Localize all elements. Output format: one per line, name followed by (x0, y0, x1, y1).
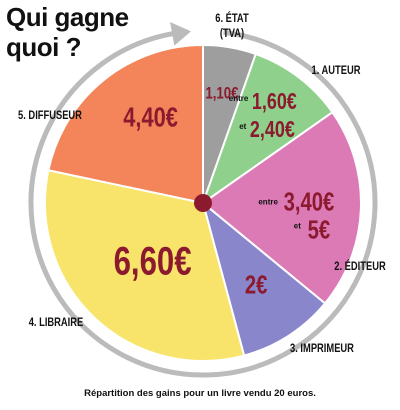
pie-slice-auteur (201, 52, 334, 206)
pie-slices (44, 43, 362, 362)
range-prefix-auteur: entre (229, 94, 249, 103)
range-high-auteur: 2,40€ (250, 117, 295, 143)
category-label-etat: 6. ÉTAT (215, 11, 249, 25)
range-low-auteur: 1,60€ (252, 89, 297, 115)
category-label-editeur: 2. ÉDITEUR (334, 259, 386, 273)
pie-slice-editeur (201, 110, 362, 305)
pie-center-dot (194, 194, 212, 212)
cycle-ring-arc (28, 29, 378, 378)
pie-slice-imprimeur (201, 200, 327, 357)
value-label-imprimeur: 2€ (245, 270, 268, 299)
pie-slice-diffuseur (47, 43, 204, 205)
value-label-diffuseur: 4,40€ (123, 102, 178, 133)
pie-labels: 1,10€entre 1,60€et 2,40€entre 3,40€et 5€2€6,… (18, 11, 386, 355)
value-label-libraire: 6,60€ (114, 239, 192, 284)
chart-title-line-1: Qui gagne (6, 2, 129, 32)
chart-caption: Répartition des gains pour un livre vend… (84, 388, 316, 399)
category-label-libraire: 4. LIBRAIRE (29, 316, 84, 329)
range-prefix-editeur: entre (258, 198, 278, 207)
category-label-diffuseur: 5. DIFFUSEUR (18, 109, 82, 122)
cycle-ring-arrowhead (170, 21, 191, 46)
chart-title-line-2: quoi ? (6, 32, 81, 62)
range-joiner-auteur: et (239, 122, 246, 131)
value-label-etat: 1,10€ (205, 84, 239, 103)
pie-slice-libraire (44, 169, 246, 362)
cycle-ring (28, 21, 378, 378)
range-high-editeur: 5€ (308, 215, 331, 244)
category-label-imprimeur: 3. IMPRIMEUR (290, 342, 354, 355)
range-joiner-editeur: et (294, 222, 301, 231)
category-label-etat-line-2: (TVA) (220, 27, 245, 40)
range-low-editeur: 3,40€ (284, 187, 335, 216)
category-label-auteur: 1. AUTEUR (311, 64, 360, 77)
chart-title: Qui gagne quoi ? (6, 2, 129, 62)
